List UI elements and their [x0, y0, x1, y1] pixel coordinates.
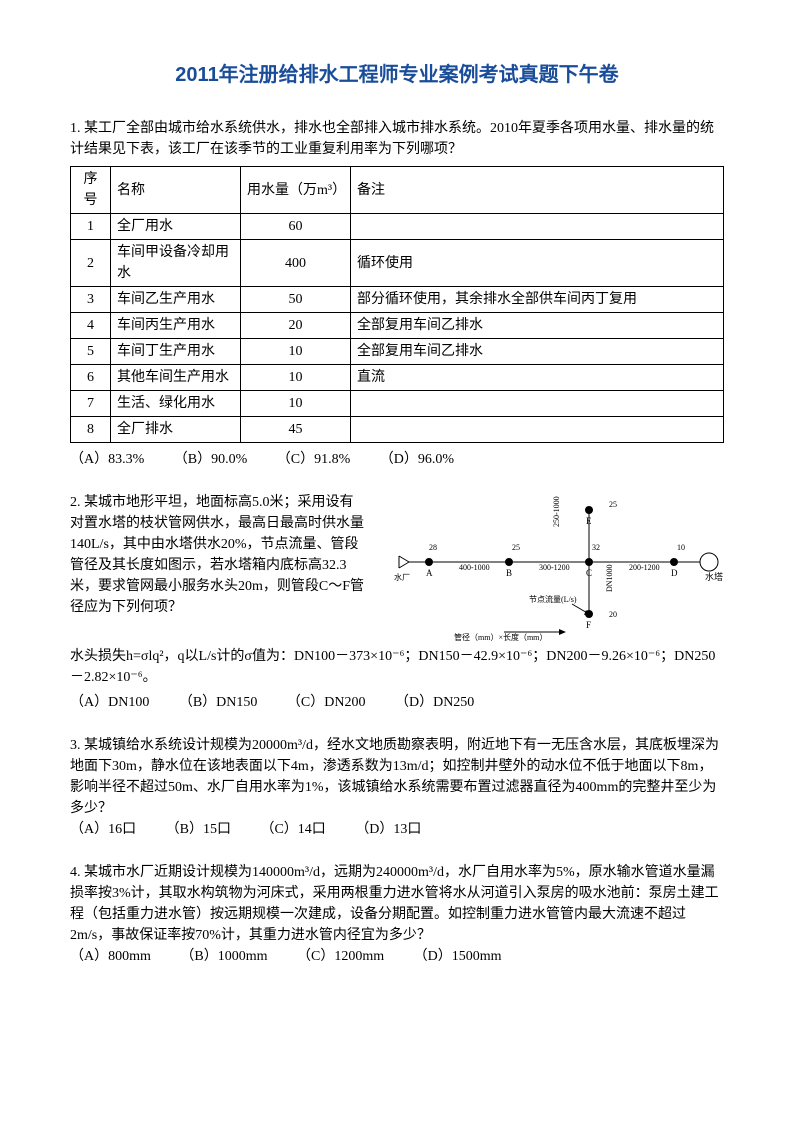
table-cell: 20 — [241, 313, 351, 339]
svg-text:200-1200: 200-1200 — [629, 563, 660, 572]
table-cell: 3 — [71, 287, 111, 313]
svg-text:B: B — [506, 568, 512, 578]
q1-options: （A）83.3% （B）90.0% （C）91.8% （D）96.0% — [70, 449, 724, 470]
table-cell: 10 — [241, 365, 351, 391]
svg-text:28: 28 — [429, 543, 437, 552]
q3-text: 3. 某城镇给水系统设计规模为20000m³/d，经水文地质勘察表明，附近地下有… — [70, 735, 724, 819]
q1-table: 序号 名称 用水量（万m³） 备注 1全厂用水602车间甲设备冷却用水400循环… — [70, 166, 724, 443]
svg-text:300-1200: 300-1200 — [539, 563, 570, 572]
table-cell: 2 — [71, 240, 111, 287]
table-cell: 1 — [71, 214, 111, 240]
svg-text:20: 20 — [609, 610, 617, 619]
q4-text: 4. 某城市水厂近期设计规模为140000m³/d，远期为240000m³/d，… — [70, 862, 724, 946]
q4-option-c: （C）1200mm — [297, 946, 384, 967]
table-row: 4车间丙生产用水20全部复用车间乙排水 — [71, 313, 724, 339]
svg-text:A: A — [426, 568, 433, 578]
q4-option-a: （A）800mm — [70, 946, 151, 967]
table-cell: 其他车间生产用水 — [111, 365, 241, 391]
table-cell: 10 — [241, 391, 351, 417]
q1-option-c: （C）91.8% — [277, 449, 351, 470]
q1-option-b: （B）90.0% — [174, 449, 248, 470]
th-index: 序号 — [71, 167, 111, 214]
q4-option-b: （B）1000mm — [180, 946, 267, 967]
svg-text:D: D — [671, 568, 678, 578]
table-cell — [351, 214, 724, 240]
question-4: 4. 某城市水厂近期设计规模为140000m³/d，远期为240000m³/d，… — [70, 862, 724, 967]
q4-options: （A）800mm （B）1000mm （C）1200mm （D）1500mm — [70, 946, 724, 967]
q2-option-d: （D）DN250 — [395, 692, 474, 713]
table-header-row: 序号 名称 用水量（万m³） 备注 — [71, 167, 724, 214]
table-cell: 10 — [241, 339, 351, 365]
table-row: 1全厂用水60 — [71, 214, 724, 240]
q2-options: （A）DN100 （B）DN150 （C）DN200 （D）DN250 — [70, 692, 724, 713]
q2-option-a: （A）DN100 — [70, 692, 149, 713]
table-cell: 车间甲设备冷却用水 — [111, 240, 241, 287]
table-cell: 部分循环使用，其余排水全部供车间丙丁复用 — [351, 287, 724, 313]
table-row: 8全厂排水45 — [71, 417, 724, 443]
svg-text:C: C — [586, 568, 592, 578]
table-cell: 全厂用水 — [111, 214, 241, 240]
table-cell: 400 — [241, 240, 351, 287]
q3-option-c: （C）14口 — [260, 819, 325, 840]
svg-text:水塔: 水塔 — [705, 571, 723, 582]
table-cell: 8 — [71, 417, 111, 443]
table-cell: 5 — [71, 339, 111, 365]
svg-text:节点流量(L/s): 节点流量(L/s) — [529, 594, 577, 604]
table-row: 5车间丁生产用水10全部复用车间乙排水 — [71, 339, 724, 365]
table-cell: 7 — [71, 391, 111, 417]
table-cell: 直流 — [351, 365, 724, 391]
q2-option-b: （B）DN150 — [179, 692, 258, 713]
page-title: 2011年注册给排水工程师专业案例考试真题下午卷 — [70, 60, 724, 90]
svg-text:32: 32 — [592, 543, 600, 552]
table-cell: 全部复用车间乙排水 — [351, 313, 724, 339]
q2-formula: 水头损失h=σlq²，q以L/s计的σ值为：DN100－373×10⁻⁶；DN1… — [70, 646, 724, 688]
table-cell: 45 — [241, 417, 351, 443]
svg-text:E: E — [586, 516, 592, 526]
svg-text:管径（mm）×长度（mm）: 管径（mm）×长度（mm） — [454, 632, 547, 642]
table-cell — [351, 417, 724, 443]
q2-diagram: 水厂 A B C D E F 水塔 28 400-1000 25 32 300-1200 200-1200… — [394, 492, 724, 642]
table-cell: 全部复用车间乙排水 — [351, 339, 724, 365]
svg-text:DN1000: DN1000 — [605, 564, 614, 592]
th-name: 名称 — [111, 167, 241, 214]
table-cell: 循环使用 — [351, 240, 724, 287]
q1-option-d: （D）96.0% — [380, 449, 454, 470]
table-row: 7生活、绿化用水10 — [71, 391, 724, 417]
question-1: 1. 某工厂全部由城市给水系统供水，排水也全部排入城市排水系统。2010年夏季各… — [70, 118, 724, 470]
svg-text:F: F — [586, 620, 591, 630]
table-cell: 车间丁生产用水 — [111, 339, 241, 365]
table-cell: 全厂排水 — [111, 417, 241, 443]
q2-option-c: （C）DN200 — [287, 692, 366, 713]
th-remark: 备注 — [351, 167, 724, 214]
table-cell: 车间丙生产用水 — [111, 313, 241, 339]
q3-option-a: （A）16口 — [70, 819, 136, 840]
table-row: 2车间甲设备冷却用水400循环使用 — [71, 240, 724, 287]
table-cell: 50 — [241, 287, 351, 313]
q3-option-d: （D）13口 — [355, 819, 421, 840]
q3-options: （A）16口 （B）15口 （C）14口 （D）13口 — [70, 819, 724, 840]
svg-text:10: 10 — [677, 543, 685, 552]
table-row: 6其他车间生产用水10直流 — [71, 365, 724, 391]
svg-text:水厂: 水厂 — [394, 572, 410, 582]
table-cell: 4 — [71, 313, 111, 339]
table-cell — [351, 391, 724, 417]
table-cell: 车间乙生产用水 — [111, 287, 241, 313]
table-cell: 6 — [71, 365, 111, 391]
q4-option-d: （D）1500mm — [414, 946, 502, 967]
table-cell: 60 — [241, 214, 351, 240]
q1-text: 1. 某工厂全部由城市给水系统供水，排水也全部排入城市排水系统。2010年夏季各… — [70, 118, 724, 160]
table-row: 3车间乙生产用水50部分循环使用，其余排水全部供车间丙丁复用 — [71, 287, 724, 313]
table-cell: 生活、绿化用水 — [111, 391, 241, 417]
svg-text:400-1000: 400-1000 — [459, 563, 490, 572]
svg-text:25: 25 — [512, 543, 520, 552]
q1-option-a: （A）83.3% — [70, 449, 144, 470]
th-amount: 用水量（万m³） — [241, 167, 351, 214]
question-3: 3. 某城镇给水系统设计规模为20000m³/d，经水文地质勘察表明，附近地下有… — [70, 735, 724, 840]
svg-text:250-1000: 250-1000 — [552, 496, 561, 527]
q3-option-b: （B）15口 — [166, 819, 231, 840]
q2-text: 2. 某城市地形平坦，地面标高5.0米；采用设有对置水塔的枝状管网供水，最高日最… — [70, 492, 365, 618]
svg-text:25: 25 — [609, 500, 617, 509]
question-2: 2. 某城市地形平坦，地面标高5.0米；采用设有对置水塔的枝状管网供水，最高日最… — [70, 492, 724, 713]
